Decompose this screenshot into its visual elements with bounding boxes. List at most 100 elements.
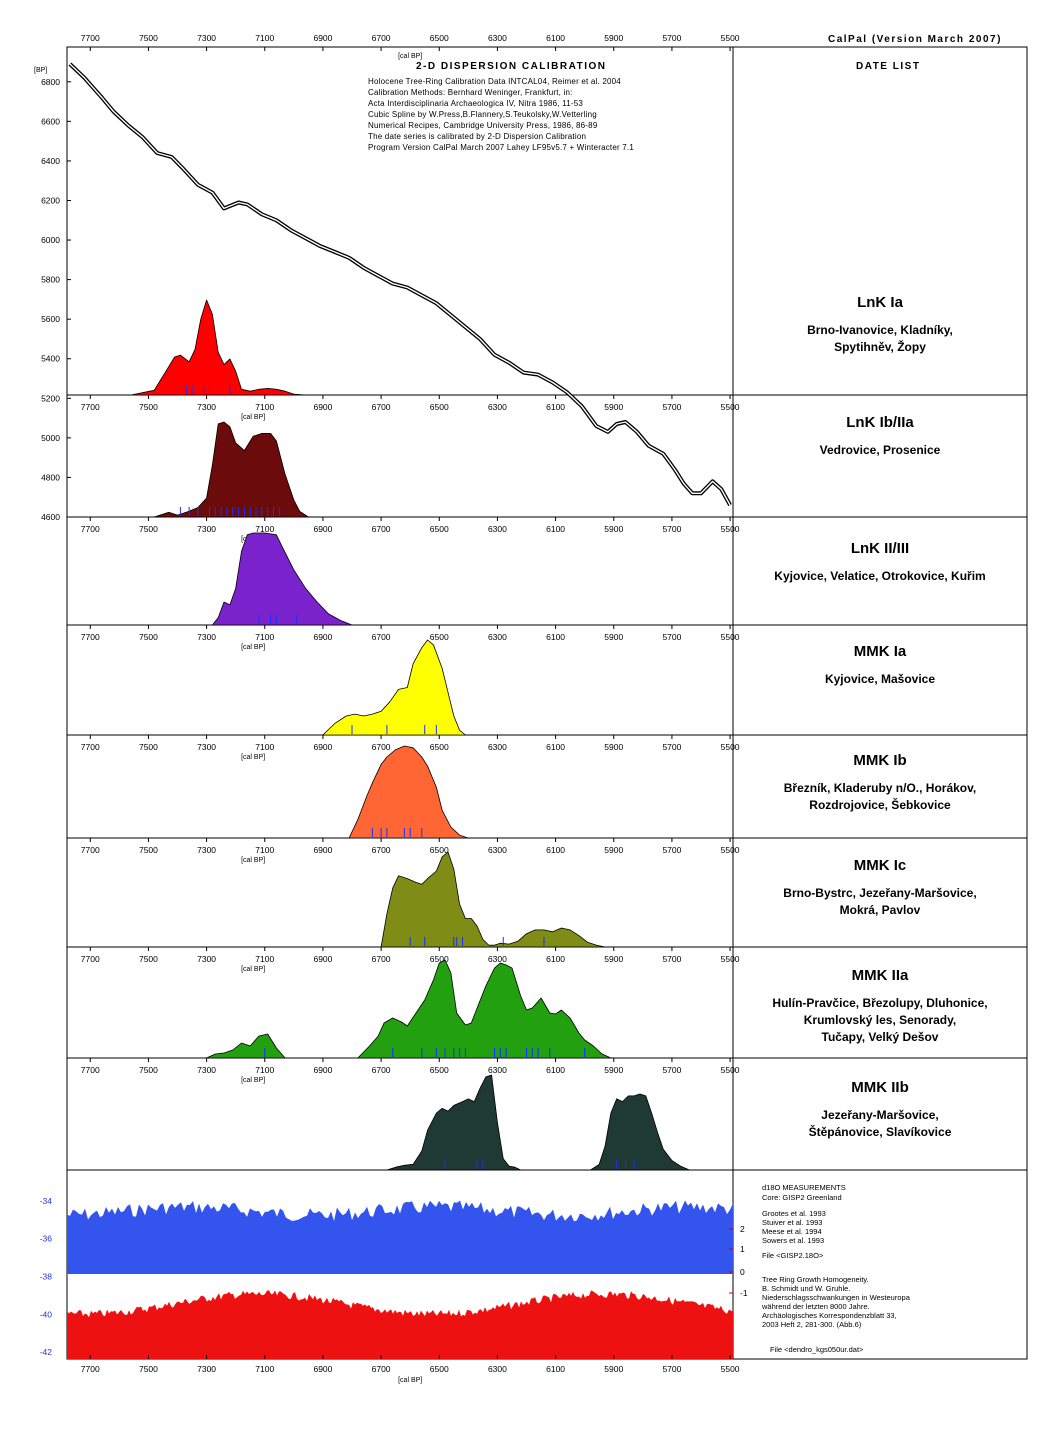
group-lnk-ib-iia: LnK Ib/IIa Vedrovice, Prosenice xyxy=(153,414,941,518)
group-sites: Březník, Kladeruby n/O., Horákov, xyxy=(784,781,977,795)
x-tick-label: 6500 xyxy=(430,954,449,964)
x-tick-label: 6500 xyxy=(430,845,449,855)
group-name: MMK Ia xyxy=(854,643,907,660)
x-axis-unit: [cal BP] xyxy=(241,644,265,651)
x-tick-label: 7300 xyxy=(197,1065,216,1075)
distribution-area xyxy=(386,1074,690,1171)
x-tick-label: 6500 xyxy=(430,742,449,752)
calibration-curve-band xyxy=(68,62,732,507)
x-tick-label: 7500 xyxy=(139,1364,158,1374)
x-axis-unit: [cal BP] xyxy=(398,53,422,60)
d18o-ref: Stuiver et al. 1993 xyxy=(762,1218,822,1227)
d18o-file: File <GISP2.18O> xyxy=(762,1251,824,1260)
x-tick-label: 5900 xyxy=(604,632,623,642)
x-tick-label: 6300 xyxy=(488,632,507,642)
x-tick-label: 5900 xyxy=(604,742,623,752)
x-axis-unit: [cal BP] xyxy=(241,1077,265,1084)
x-tick-label: 6900 xyxy=(313,632,332,642)
d18o-ref: Sowers et al. 1993 xyxy=(762,1236,824,1245)
group-name: LnK II/III xyxy=(851,540,909,557)
x-tick-label: 7100 xyxy=(255,742,274,752)
x-tick-label: 6700 xyxy=(372,845,391,855)
outer-border xyxy=(66,46,1028,1360)
x-tick-label: 7700 xyxy=(81,845,100,855)
x-tick-label: 7500 xyxy=(139,1065,158,1075)
group-name: LnK Ia xyxy=(857,294,903,311)
x-tick-label: 6100 xyxy=(546,402,565,412)
x-tick-label: 6100 xyxy=(546,845,565,855)
figure-labels: CalPal (Version March 2007) 2-D DISPERSI… xyxy=(34,34,1002,152)
note-line: Calibration Methods: Bernhard Weninger, … xyxy=(368,88,573,97)
x-tick-label: 6900 xyxy=(313,845,332,855)
d18o-ref: Grootes et al. 1993 xyxy=(762,1209,826,1218)
x-tick-label: 7700 xyxy=(81,33,100,43)
group-name: MMK IIa xyxy=(852,967,909,984)
group-mmk-iia: MMK IIa Hulín-Pravčice, Březolupy, Dluhon… xyxy=(206,959,988,1059)
group-sites: Hulín-Pravčice, Březolupy, Dluhonice, xyxy=(772,996,987,1010)
x-tick-label: 6700 xyxy=(372,1364,391,1374)
x-tick-label: 6500 xyxy=(430,1065,449,1075)
d18o-core: Core: GISP2 Greenland xyxy=(762,1193,842,1202)
x-tick-label: 7100 xyxy=(255,33,274,43)
y-tick-label: 4800 xyxy=(41,472,60,482)
x-tick-label: 5900 xyxy=(604,845,623,855)
y-tick-label: 5800 xyxy=(41,275,60,285)
group-sites: Rozdrojovice, Šebkovice xyxy=(809,797,951,812)
version-title: CalPal (Version March 2007) xyxy=(828,34,1002,45)
group-mmk-ib: MMK Ib Březník, Kladeruby n/O., Horákov, R… xyxy=(348,745,977,839)
x-tick-label: 5900 xyxy=(604,1065,623,1075)
x-tick-label: 7100 xyxy=(255,524,274,534)
x-tick-label: 6300 xyxy=(488,1065,507,1075)
d18o-panel: -34 -36 -38 -40 -42 2 1 0 -1 7700 7500 7300 7100 6900… xyxy=(40,1183,911,1384)
y-tick-label: 6800 xyxy=(41,77,60,87)
x-axis-unit: [cal BP] xyxy=(241,414,265,421)
x-tick-label: 5900 xyxy=(604,33,623,43)
y-tick-label: 6400 xyxy=(41,156,60,166)
x-tick-label: 7500 xyxy=(139,845,158,855)
group-sites: Brno-Ivanovice, Kladníky, xyxy=(807,323,953,337)
x-tick-label: 6100 xyxy=(546,632,565,642)
x-tick-label: 7300 xyxy=(197,632,216,642)
x-tick-label: 6700 xyxy=(372,402,391,412)
d18o-series xyxy=(67,1200,733,1274)
dendro-note: während der letzten 8000 Jahre. xyxy=(761,1302,870,1311)
group-sites: Krumlovský les, Senorady, xyxy=(804,1013,957,1027)
x-axis-unit: [cal BP] xyxy=(398,1377,422,1384)
note-line: Cubic Spline by W.Press,B.Flannery,S.Teu… xyxy=(368,110,597,119)
x-tick-label: 6100 xyxy=(546,742,565,752)
x-tick-label: 7700 xyxy=(81,1364,100,1374)
d18o-title: d18O MEASUREMENTS xyxy=(762,1183,846,1192)
group-mmk-iib: MMK IIb Jezeřany-Maršovice, Štěpánovice, S… xyxy=(386,1074,952,1171)
group-name: MMK IIb xyxy=(851,1079,909,1096)
x-tick-label: 5700 xyxy=(662,845,681,855)
chart-title: 2-D DISPERSION CALIBRATION xyxy=(416,61,607,72)
x-tick-label: 7500 xyxy=(139,632,158,642)
group-lnk-ii-iii: LnK II/III Kyjovice, Velatice, Otrokovice… xyxy=(212,532,986,626)
group-mmk-ic: MMK Ic Brno-Bystrc, Jezeřany-Maršovice, Mo… xyxy=(380,851,977,948)
d18o-y-tick: -42 xyxy=(40,1347,53,1357)
x-tick-label: 5500 xyxy=(721,524,740,534)
y-tick-label: 6600 xyxy=(41,116,60,126)
x-tick-label: 7700 xyxy=(81,1065,100,1075)
d18o-ref: Meese et al. 1994 xyxy=(762,1227,822,1236)
dendro-y-tick: 2 xyxy=(740,1224,745,1234)
x-tick-label: 6900 xyxy=(313,33,332,43)
x-tick-label: 6700 xyxy=(372,632,391,642)
x-tick-label: 6700 xyxy=(372,524,391,534)
d18o-y-tick: -36 xyxy=(40,1234,53,1244)
group-mmk-ia: MMK Ia Kyjovice, Mašovice xyxy=(322,639,935,736)
x-axis-unit: [cal BP] xyxy=(241,857,265,864)
x-tick-label: 5700 xyxy=(662,742,681,752)
dendro-note: Tree Ring Growth Homogeneity. xyxy=(762,1275,869,1284)
x-tick-label: 6300 xyxy=(488,845,507,855)
x-tick-label: 5500 xyxy=(721,33,740,43)
x-tick-label: 7500 xyxy=(139,524,158,534)
x-tick-label: 7700 xyxy=(81,742,100,752)
y-tick-label: 5400 xyxy=(41,354,60,364)
group-sites: Kyjovice, Velatice, Otrokovice, Kuřim xyxy=(774,569,985,583)
distribution-area xyxy=(130,299,306,396)
x-tick-label: 6300 xyxy=(488,954,507,964)
d18o-y-tick: -34 xyxy=(40,1196,53,1206)
x-tick-label: 7300 xyxy=(197,845,216,855)
